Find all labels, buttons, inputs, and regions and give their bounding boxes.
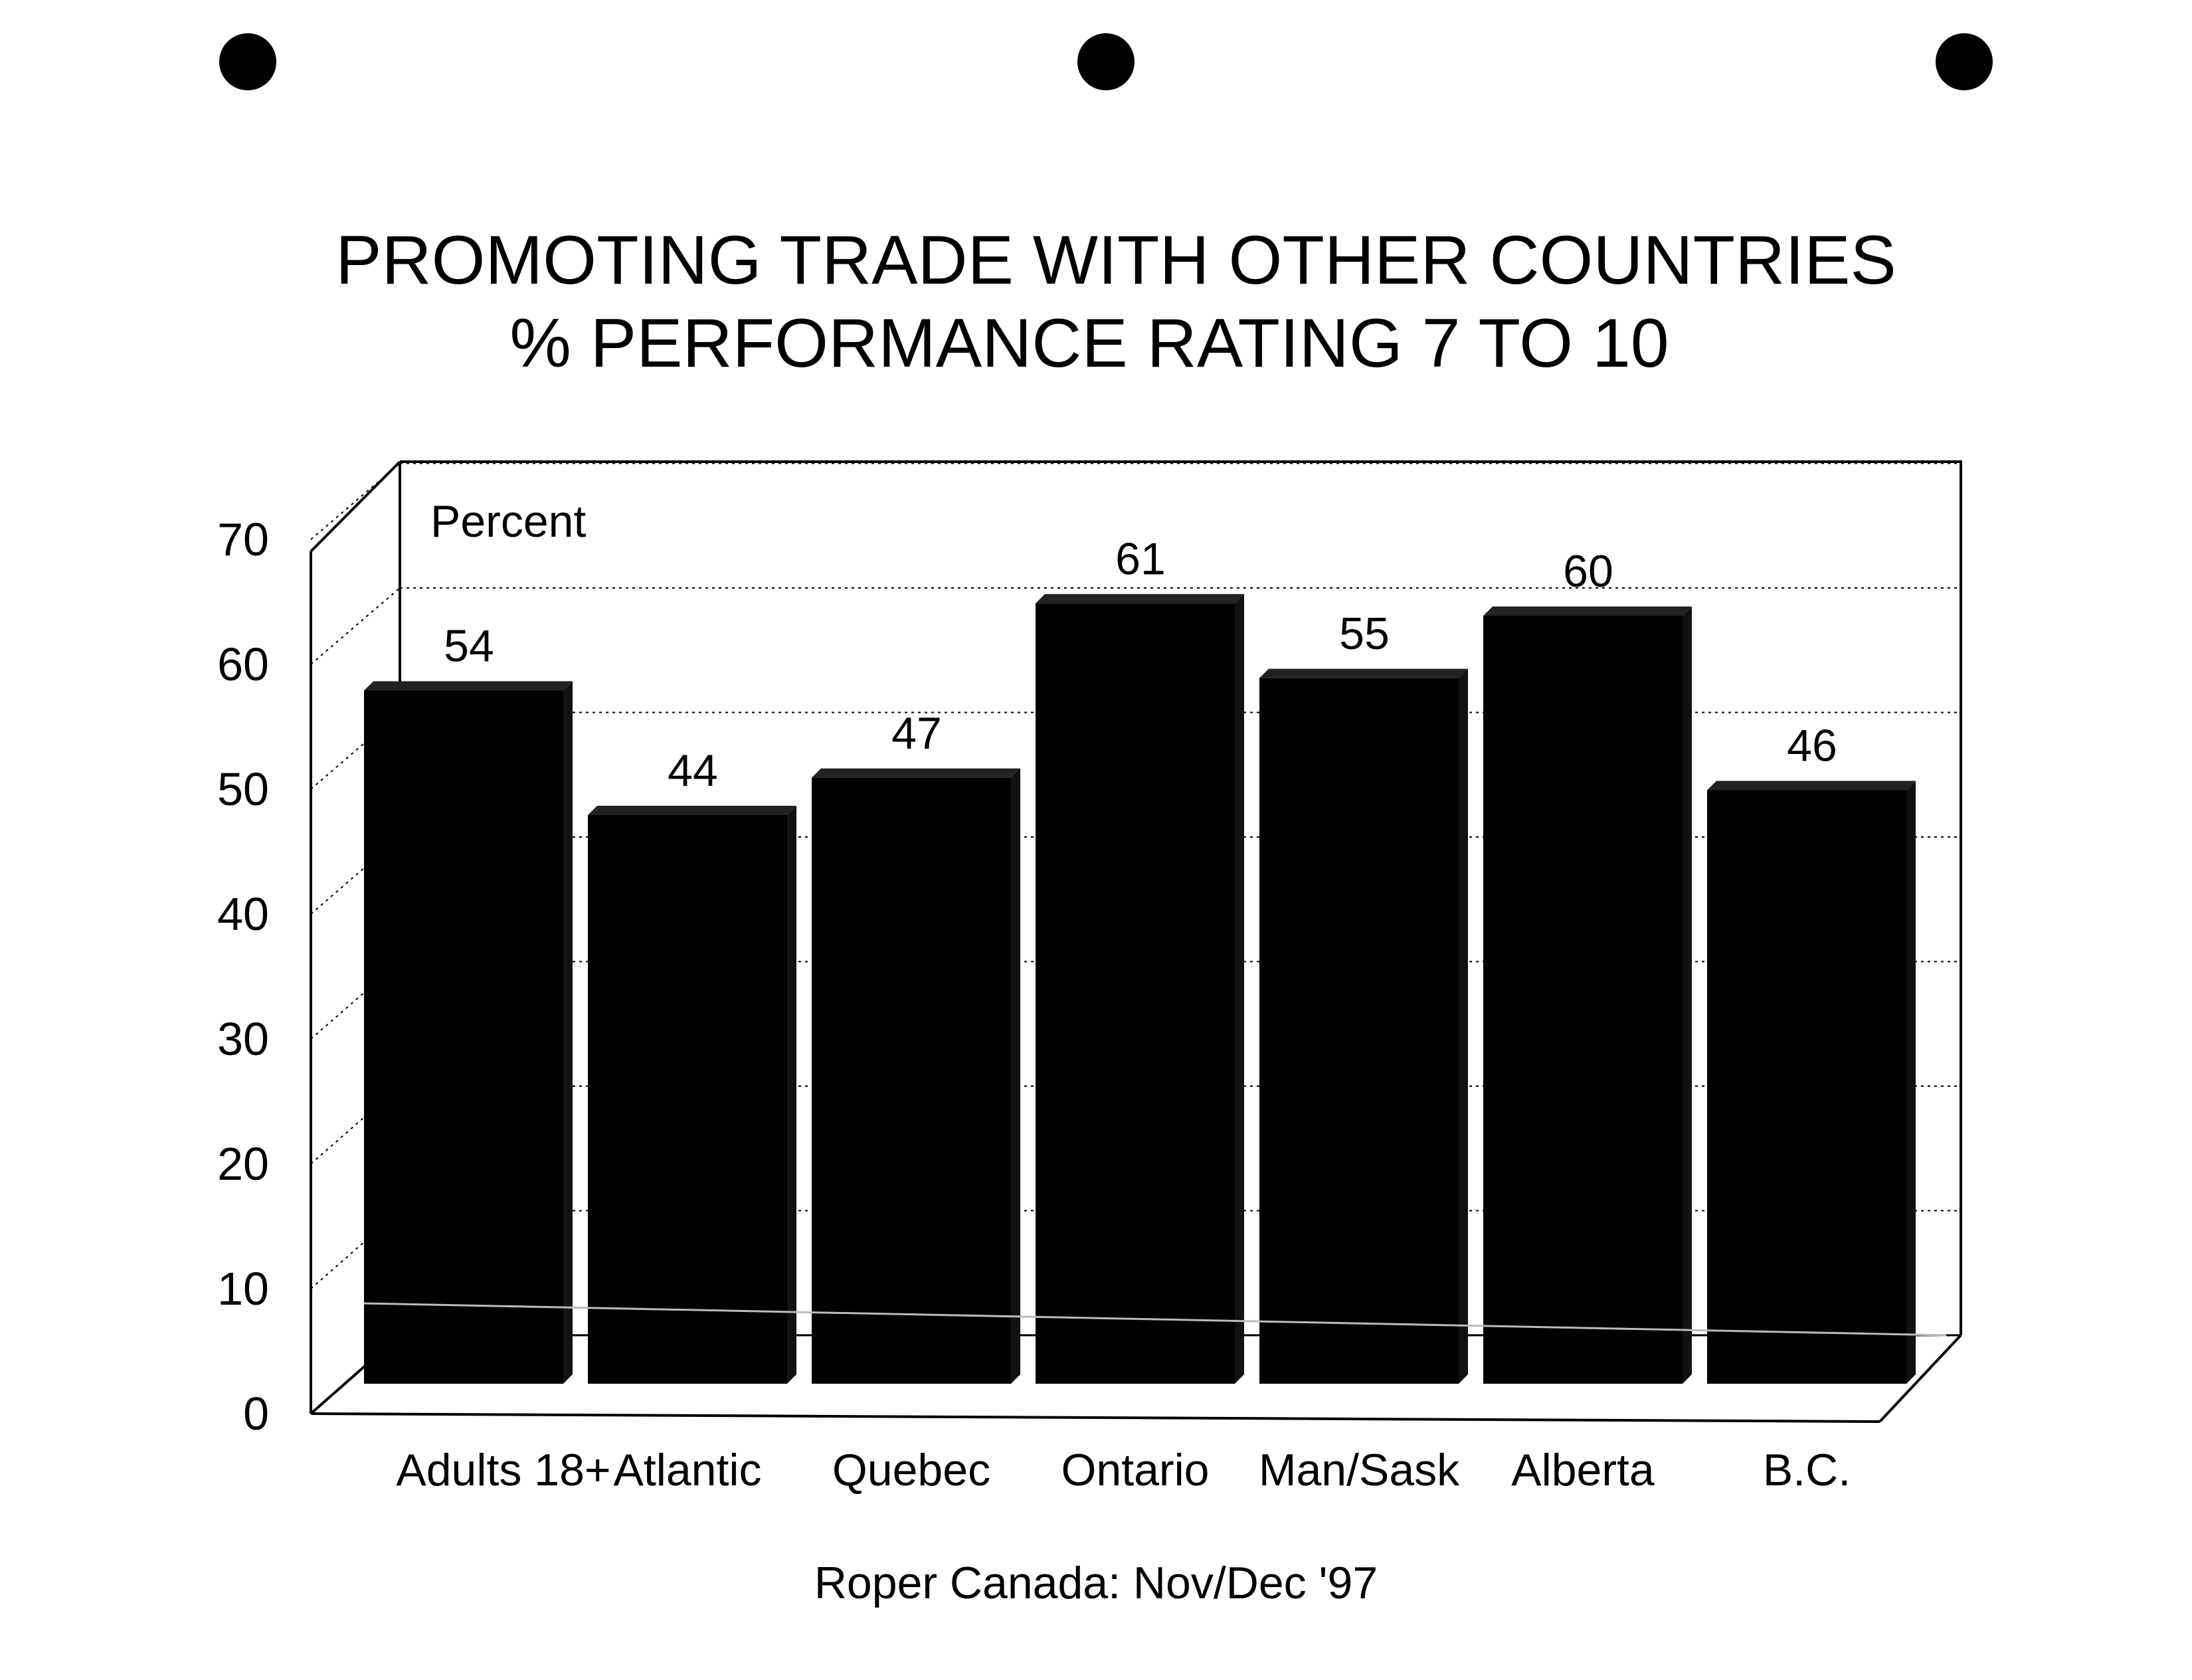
bar-side [1459,668,1468,1384]
bar-top [1036,594,1244,604]
bar-front [1259,678,1459,1384]
bar-top [364,681,573,691]
bar [1707,781,1916,1384]
x-tick-label: Adults 18+ [396,1445,610,1495]
punch-hole-right [1936,33,1993,90]
y-tick-label: 10 [217,1263,269,1315]
bar-top [1259,668,1468,678]
bar-side [787,806,796,1384]
y-tick-label: 70 [217,513,269,565]
bar [1259,668,1468,1384]
bar-side [1011,768,1020,1384]
bar-front [1483,616,1683,1384]
bar-top [588,806,796,815]
bar-value-label: 44 [668,745,718,796]
y-tick-label: 30 [217,1013,269,1065]
bar-value-label: 47 [891,708,942,759]
x-tick-label: Alberta [1511,1445,1655,1495]
bars: 54 44 47 61 55 60 46 [363,533,1947,1384]
bar-value-label: 60 [1563,546,1613,597]
y-tick-label: 40 [217,888,269,940]
bar [588,806,796,1384]
chart-title: PROMOTING TRADE WITH OTHER COUNTRIES [335,222,1896,299]
bar [812,768,1020,1384]
bar-side [563,681,573,1384]
y-axis-label: Percent [430,496,586,547]
bar [1483,607,1692,1384]
bar-value-label: 46 [1787,721,1837,771]
chart-subtitle: % PERFORMANCE RATING 7 TO 10 [509,305,1669,382]
side-wall-top [310,460,401,553]
bar-value-label: 61 [1115,533,1166,584]
back-wall [400,460,1962,1335]
bar-front [364,690,563,1384]
bar-top [1707,781,1916,791]
bar [364,681,573,1384]
bar-top [812,768,1020,778]
bar-top [1483,607,1692,616]
bar-front [812,777,1011,1384]
x-axis-line [310,1412,1880,1423]
x-axis-labels: Adults 18+ Atlantic Quebec Ontario Man/Sask A… [396,1445,1851,1495]
bar-front [1036,603,1235,1384]
y-tick-label: 50 [217,763,269,815]
bar-side [1683,607,1692,1384]
y-tick-label: 60 [217,638,269,690]
punch-hole-center [1077,33,1135,90]
x-tick-label: Ontario [1061,1445,1210,1495]
bar-side [1235,594,1244,1384]
bar-front [1707,790,1906,1384]
x-tick-label: Quebec [832,1445,990,1495]
gridline-side [310,587,401,665]
y-tick-label: 20 [217,1138,269,1190]
punch-hole-left [219,33,276,90]
bar-side [1906,781,1916,1384]
x-tick-label: Man/Sask [1259,1445,1460,1495]
x-tick-label: B.C. [1763,1445,1851,1495]
y-tick-label: 0 [243,1388,269,1440]
bar-value-label: 55 [1339,608,1390,659]
source-note: Roper Canada: Nov/Dec '97 [814,1558,1378,1608]
floor-right-edge [1878,1334,1962,1423]
bar [1036,594,1244,1384]
y-axis-ticks: 0 10 20 30 40 50 60 70 [217,513,269,1440]
x-tick-label: Atlantic [614,1445,762,1495]
bar-front [588,815,787,1384]
floor-overlay-line [363,1302,1947,1337]
bar-value-label: 54 [444,621,494,672]
